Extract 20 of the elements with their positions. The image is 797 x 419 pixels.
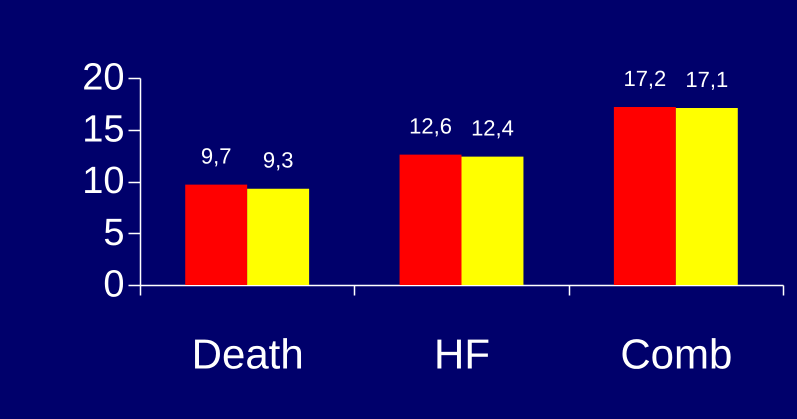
y-tick-label: 5 [103,212,124,254]
bar [185,184,248,285]
data-label: 17,1 [685,67,728,92]
y-tick-label: 15 [82,108,124,150]
x-tick-label: Comb [620,330,732,378]
bar [614,106,676,285]
x-tick-label: HF [434,330,490,378]
y-tick-label: 20 [82,56,124,98]
data-label: 12,6 [409,114,452,139]
y-tick-label: 10 [82,160,124,202]
bar [676,108,738,285]
data-label: 9,7 [200,144,232,169]
data-label: 12,4 [471,116,514,141]
y-tick-label: 0 [103,264,124,306]
bar [462,156,524,285]
x-tick-label: Death [192,330,304,378]
bar [247,188,310,285]
data-label: 9,3 [262,148,294,173]
data-label: 17,2 [623,66,666,91]
bar [400,154,462,285]
